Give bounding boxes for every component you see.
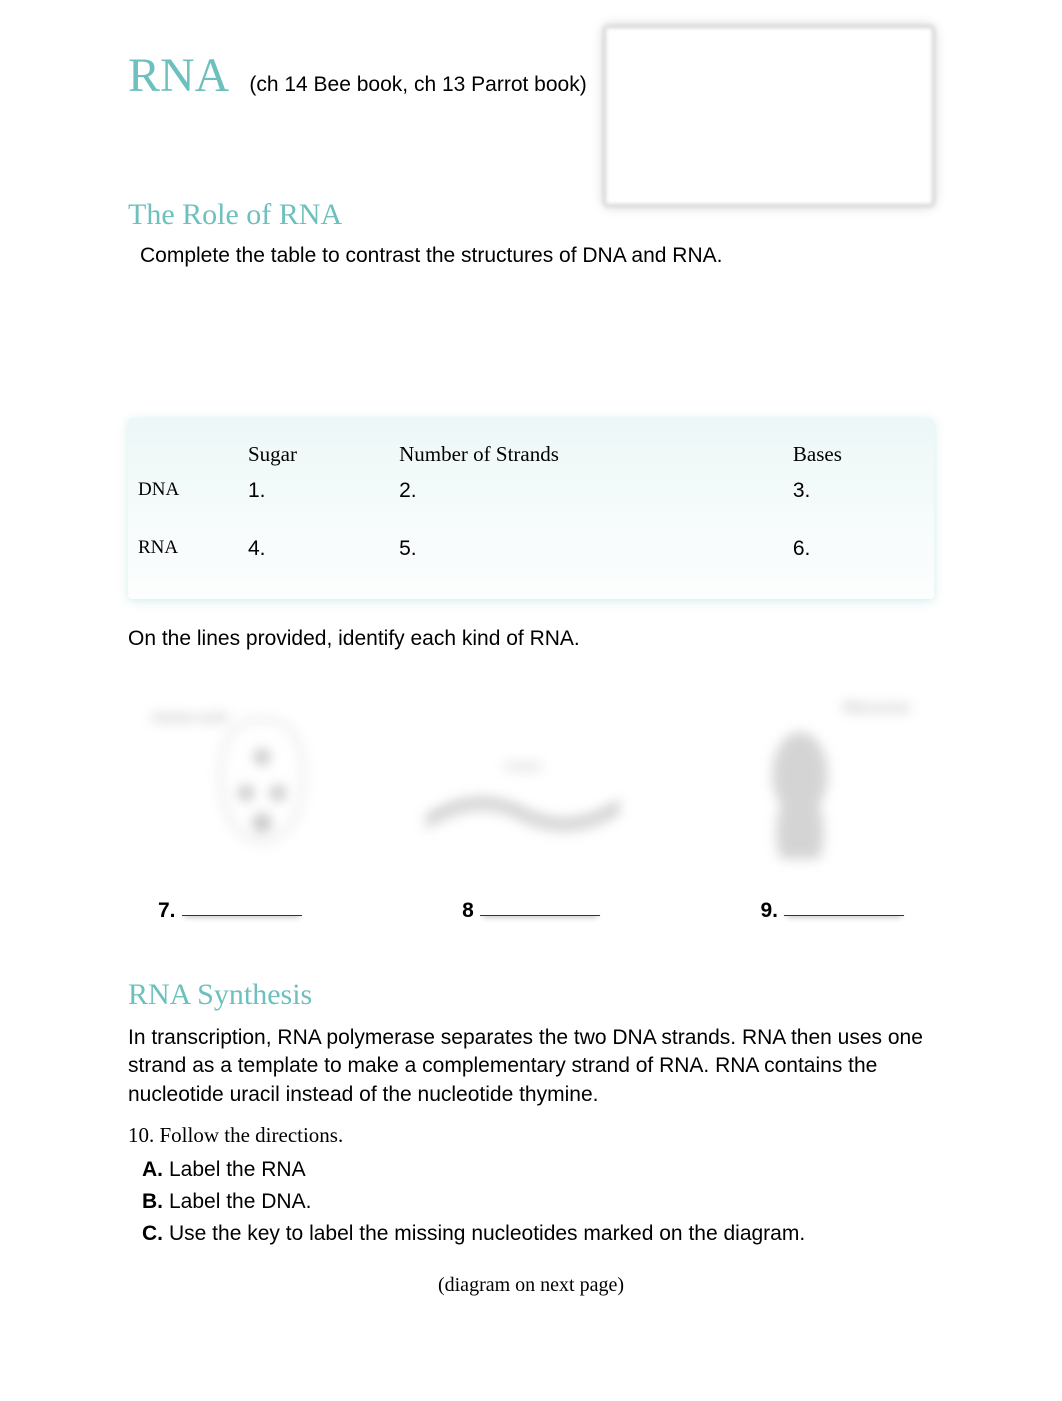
comparison-table: Sugar Number of Strands Bases DNA 1. 2. … xyxy=(128,436,934,581)
page-title: RNA xyxy=(128,48,229,103)
sub-list: A. Label the RNA B. Label the DNA. C. Us… xyxy=(142,1158,934,1246)
mrna-shape: mRNA xyxy=(410,689,652,869)
trna-shape: Amino acid xyxy=(141,689,383,869)
cell-4: 4. xyxy=(238,531,389,581)
cell-3: 3. xyxy=(783,473,934,531)
table-row-rna: RNA 4. 5. 6. xyxy=(128,531,934,581)
table-header-blank xyxy=(128,436,238,473)
name-box xyxy=(604,26,934,206)
sub-text-a: Label the RNA xyxy=(169,1158,306,1182)
underline-9[interactable] xyxy=(784,906,904,916)
sub-text-b: Label the DNA. xyxy=(169,1190,311,1214)
section-heading-synthesis: RNA Synthesis xyxy=(128,978,934,1012)
svg-text:mRNA: mRNA xyxy=(504,759,542,774)
synthesis-paragraph: In transcription, RNA polymerase separat… xyxy=(128,1024,934,1109)
table-header-row: Sugar Number of Strands Bases xyxy=(128,436,934,473)
table-row-dna: DNA 1. 2. 3. xyxy=(128,473,934,531)
sub-letter-a: A. xyxy=(142,1158,163,1182)
row-label-rna: RNA xyxy=(128,531,238,581)
answer-num-8: 8 xyxy=(462,899,474,923)
chapter-subtitle: (ch 14 Bee book, ch 13 Parrot book) xyxy=(249,73,586,97)
amino-acid-label: Amino acid xyxy=(151,709,226,725)
table-header-bases: Bases xyxy=(783,436,934,473)
cell-1: 1. xyxy=(238,473,389,531)
ribosome-label: Ribosome xyxy=(843,699,911,715)
cell-6: 6. xyxy=(783,531,934,581)
table-header-sugar: Sugar xyxy=(238,436,389,473)
sub-text-c: Use the key to label the missing nucleot… xyxy=(169,1222,805,1246)
answer-line-row: 7. 8 9. xyxy=(128,899,934,923)
underline-8[interactable] xyxy=(480,906,600,916)
answer-num-9: 9. xyxy=(760,899,778,923)
diagram-mrna: mRNA xyxy=(397,669,666,869)
answer-7: 7. xyxy=(158,899,302,923)
rna-diagram-row: Amino acid mRNA Ribosome xyxy=(128,669,934,869)
sub-item-b: B. Label the DNA. xyxy=(142,1190,934,1214)
answer-9: 9. xyxy=(760,899,904,923)
cell-2: 2. xyxy=(389,473,783,531)
sub-letter-b: B. xyxy=(142,1190,163,1214)
answer-num-7: 7. xyxy=(158,899,176,923)
comparison-table-wrap: Sugar Number of Strands Bases DNA 1. 2. … xyxy=(128,418,934,599)
diagram-next-page-note: (diagram on next page) xyxy=(128,1274,934,1297)
instruction-lines: On the lines provided, identify each kin… xyxy=(128,627,934,651)
question-10: 10. Follow the directions. xyxy=(128,1123,934,1148)
sub-letter-c: C. xyxy=(142,1222,163,1246)
answer-8: 8 xyxy=(462,899,600,923)
sub-item-a: A. Label the RNA xyxy=(142,1158,934,1182)
table-header-strands: Number of Strands xyxy=(389,436,783,473)
cell-5: 5. xyxy=(389,531,783,581)
diagram-trna: Amino acid xyxy=(128,669,397,869)
row-label-dna: DNA xyxy=(128,473,238,531)
rrna-shape: Ribosome xyxy=(679,689,921,869)
instruction-table: Complete the table to contrast the struc… xyxy=(140,244,934,268)
underline-7[interactable] xyxy=(182,906,302,916)
diagram-rrna: Ribosome xyxy=(665,669,934,869)
sub-item-c: C. Use the key to label the missing nucl… xyxy=(142,1222,934,1246)
